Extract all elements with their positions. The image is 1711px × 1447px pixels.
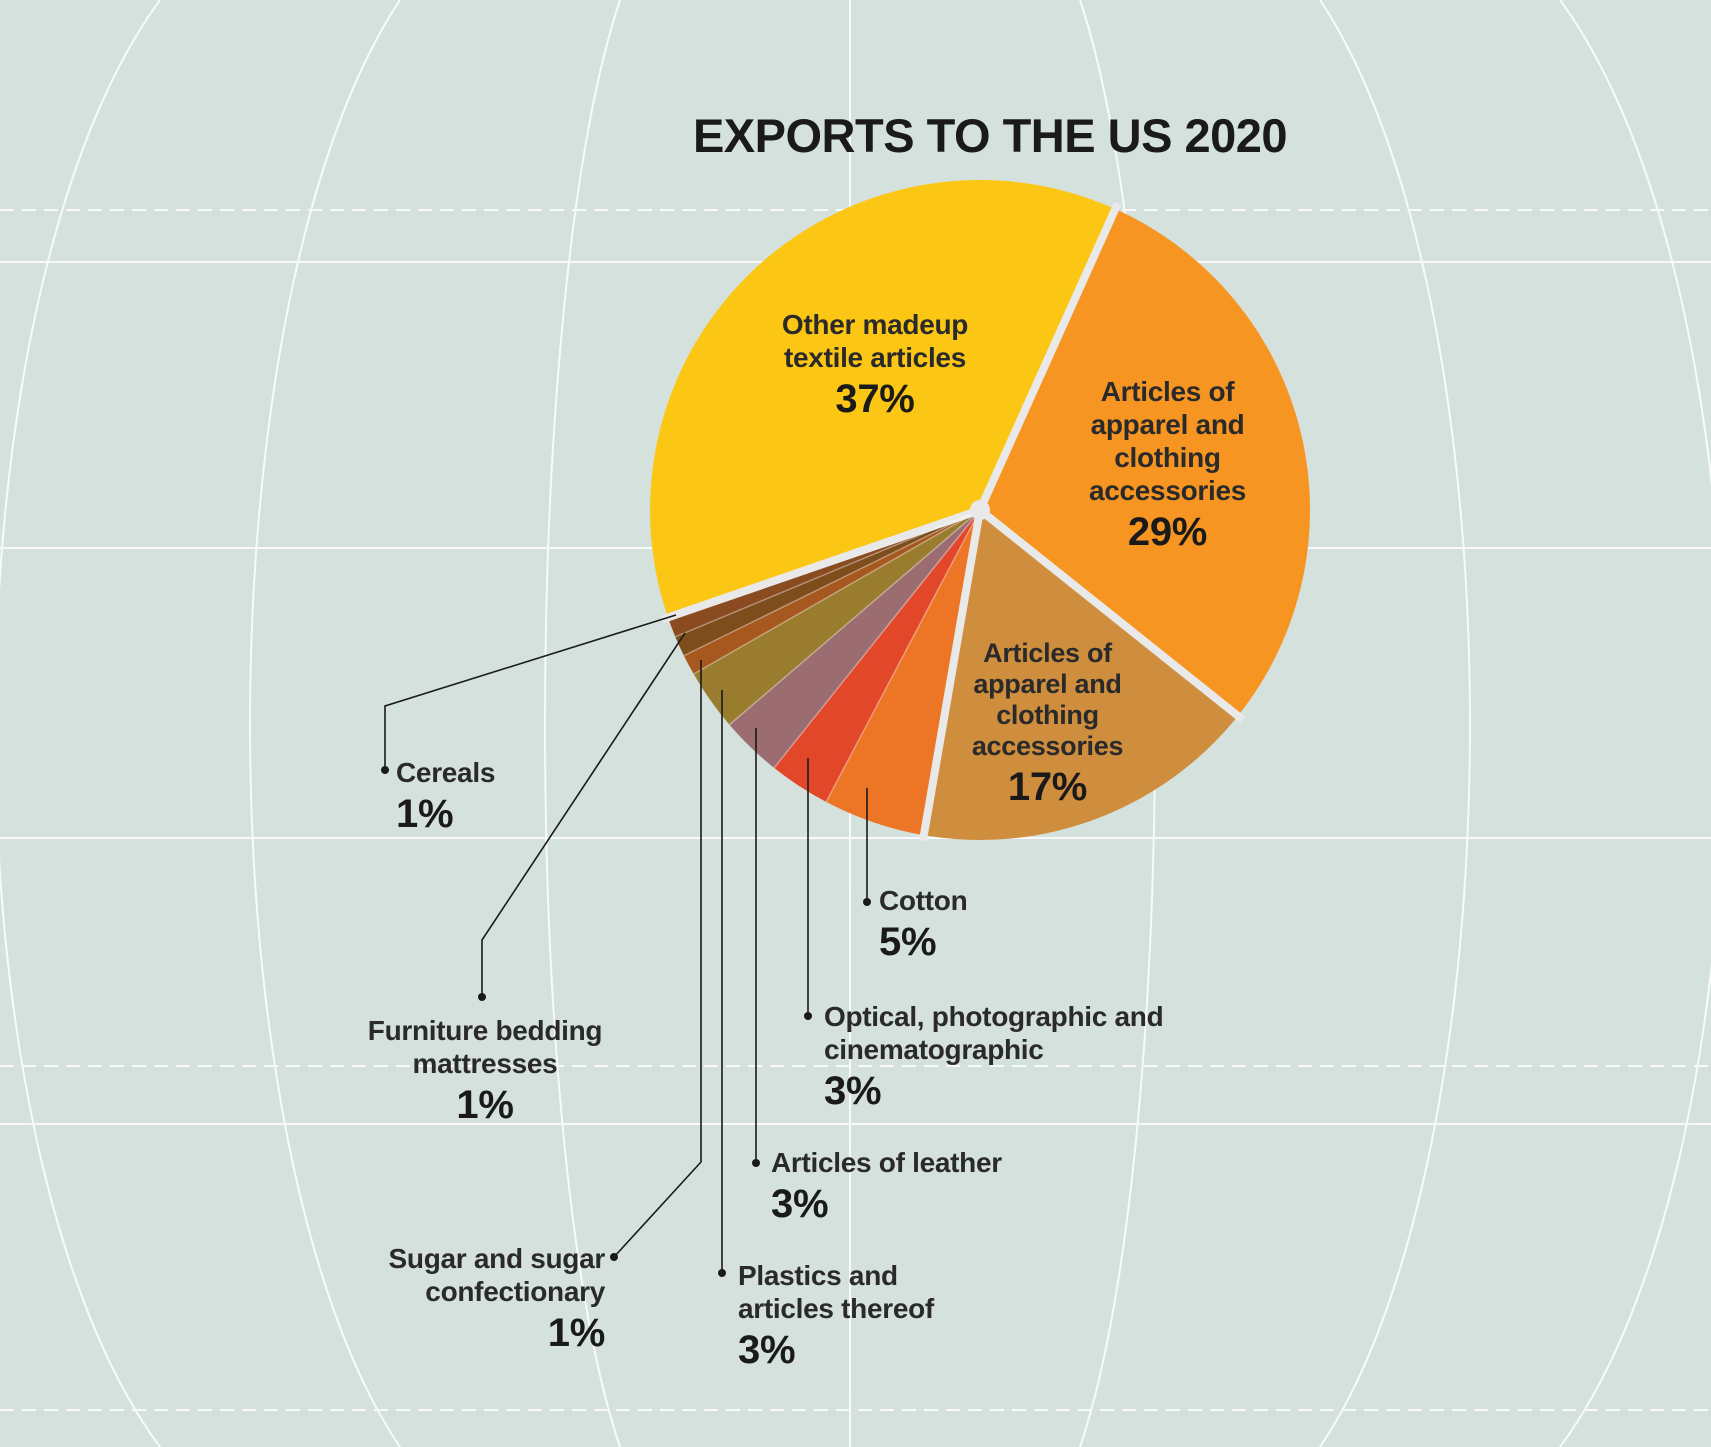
label-cotton: Cotton 5% (879, 884, 1079, 967)
pie-slice (923, 510, 1238, 841)
label-name: Articles of leather (771, 1147, 1002, 1178)
label-percent: 1% (396, 792, 454, 836)
label-percent: 3% (738, 1328, 796, 1372)
leader-cereals (384, 614, 677, 770)
pie-slice (826, 510, 980, 836)
label-percent: 1% (547, 1311, 606, 1355)
label-name: Other madeup textile articles (781, 309, 969, 373)
label-name: Optical, photographic and cinematographi… (824, 1001, 1164, 1065)
leader-cereals-dot (381, 766, 389, 774)
label-percent: 17% (1007, 765, 1088, 809)
slice-divider (693, 509, 981, 675)
leader-plastics-dot (718, 1269, 726, 1277)
slice-divider (683, 509, 981, 657)
slice-divider (675, 509, 981, 638)
leader-furniture-dot (478, 993, 486, 1001)
label-other-madeup: Other madeup textile articles 37% (720, 308, 1030, 424)
leader-sugar-dot (610, 1253, 618, 1261)
label-name: Cotton (879, 885, 968, 916)
chart-title-main: EXPORTS TO THE US (692, 109, 1173, 162)
chart-title-year: 2020 (1184, 109, 1288, 162)
label-percent: 5% (879, 920, 937, 964)
chart-title: EXPORTS TO THE US 2020 (0, 108, 1711, 163)
slice-separator (918, 509, 984, 842)
label-percent: 3% (824, 1069, 882, 1113)
leader-optical-dot (804, 1012, 812, 1020)
label-apparel-29: Articles of apparel and clothing accesso… (1060, 375, 1275, 557)
slice-separator (977, 506, 1246, 723)
label-optical: Optical, photographic and cinematographi… (824, 1000, 1204, 1116)
slice-separator (661, 506, 982, 624)
pie-slice (675, 510, 980, 656)
leader-leather-dot (752, 1159, 760, 1167)
pie-slice (667, 510, 980, 637)
label-name: Cereals (396, 757, 496, 788)
pie-slice (729, 510, 980, 768)
leader-furniture (481, 632, 686, 997)
pie-slice (774, 510, 980, 802)
pie-slice (693, 510, 980, 725)
label-percent: 3% (771, 1182, 829, 1226)
label-name: Sugar and sugar confectionary (388, 1243, 606, 1307)
pie-slice (650, 179, 1116, 618)
slice-separator (976, 201, 1122, 512)
slice-divider (773, 509, 981, 769)
pie-slice (683, 510, 980, 675)
label-cereals: Cereals 1% (396, 756, 556, 839)
label-name: Plastics and articles thereof (738, 1260, 934, 1324)
label-leather: Articles of leather 3% (771, 1146, 1071, 1229)
pie-center-hub (970, 500, 990, 520)
label-furniture: Furniture bedding mattresses 1% (345, 1014, 625, 1130)
label-percent: 37% (835, 377, 915, 421)
label-plastics: Plastics and articles thereof 3% (738, 1259, 988, 1375)
label-percent: 1% (456, 1083, 514, 1127)
slice-divider (728, 509, 981, 726)
label-name: Articles of apparel and clothing accesso… (1088, 376, 1247, 506)
label-name: Furniture bedding mattresses (367, 1015, 603, 1079)
label-name: Articles of apparel and clothing accesso… (971, 638, 1124, 761)
slice-divider (825, 509, 981, 803)
leader-cotton-dot (863, 898, 871, 906)
leader-sugar (613, 660, 702, 1258)
label-sugar: Sugar and sugar confectionary 1% (350, 1242, 606, 1358)
label-apparel-17: Articles of apparel and clothing accesso… (945, 638, 1150, 812)
label-percent: 29% (1127, 510, 1208, 554)
